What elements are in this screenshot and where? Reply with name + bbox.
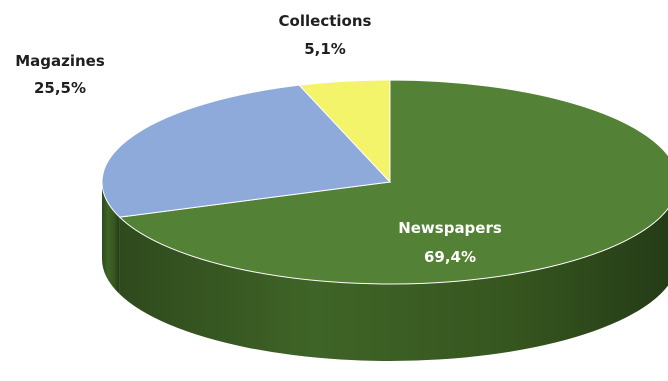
slice-label-magazines-name: Magazines	[15, 52, 105, 70]
pie-slice-magazines	[101, 84, 392, 218]
slice-label-magazines-value: 25,5%	[34, 79, 86, 97]
slice-label-newspapers-name: Newspapers	[398, 219, 502, 237]
pie-slice-collections	[298, 79, 391, 184]
pie-label-layer: Newspapers 69,4% Magazines 25,5% Collect…	[15, 12, 502, 266]
slice-label-collections-name: Collections	[279, 12, 372, 30]
pie-side-layer	[102, 182, 668, 361]
pie-top-layer	[101, 79, 668, 285]
slice-label-newspapers-value: 69,4%	[424, 248, 476, 266]
pie-side-newspapers	[119, 208, 668, 361]
pie-side-magazines	[102, 182, 120, 295]
pie-slice-newspapers	[118, 79, 668, 285]
slice-label-collections-value: 5,1%	[304, 40, 346, 58]
